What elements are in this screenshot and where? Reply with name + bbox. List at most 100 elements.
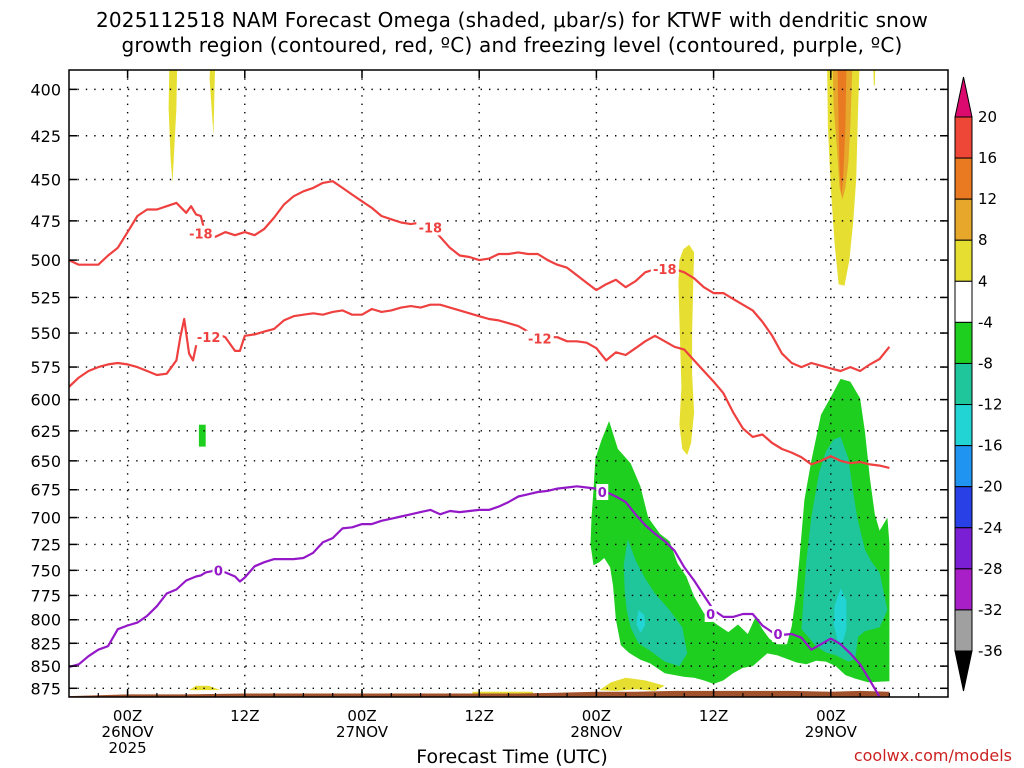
colorbar-label: -16 [978,437,1003,455]
omega-region-4 [833,588,847,644]
colorbar-label: -32 [978,601,1003,619]
colorbar-swatch [954,116,973,159]
contour-label: -12 [528,333,552,348]
omega-region-3 [636,610,646,633]
contour-label: 0 [214,564,223,579]
x-tick-label: 12Z [230,707,259,725]
contour-label-bg [650,261,679,278]
colorbar: 20 16 12 8 4 -4 -8 -12 -16 -20 -24 -28 -32 -36 [954,76,1003,692]
contour-label-bg [194,329,223,346]
axes-layer: 400 425 450 475 500 525 550 575 600 625 650 675 700 7… [30,69,949,757]
contour-line [69,180,891,373]
chart-title-line-1: 2025112518 NAM Forecast Omega (shaded, μ… [95,8,929,32]
contour-label-bg [596,484,609,501]
x-tick-label: 00Z [582,707,611,725]
colorbar-swatch [954,404,973,447]
colorbar-swatch [954,239,973,282]
colorbar-top-triangle [954,76,973,118]
omega-region-7 [209,70,215,136]
x-tick-label: 00Z [113,707,142,725]
x-axis-title: Forecast Time (UTC) [416,746,608,768]
y-tick-label: 600 [30,391,61,410]
contour-line [69,485,881,697]
contour-label-bg [416,219,445,236]
y-tick-label: 575 [30,358,61,377]
contour-label-layer: -18 -18 -18 -12 -12 0 0 0 0 [186,219,785,643]
y-tick-label: 650 [30,452,61,471]
y-tick-label: 800 [30,611,61,630]
y-tick-label: 475 [30,212,61,231]
contour-label: -18 [189,228,213,243]
x-tick-label: 12Z [465,707,494,725]
omega-region-2 [801,436,888,662]
x-tick-label: 00Z [816,707,845,725]
y-tick-label: 850 [30,657,61,676]
colorbar-label: 12 [978,190,997,208]
x-tick-label: 00Z [347,707,376,725]
contour-label: 0 [598,486,607,501]
colorbar-swatch [954,486,973,529]
y-tick-label: 775 [30,586,61,605]
colorbar-label: -4 [978,313,993,331]
colorbar-label: -36 [978,642,1003,660]
colorbar-label: -12 [978,396,1003,414]
contour-label-bg [212,562,225,579]
x-tick-date: 27NOV [336,723,389,741]
contour-label-bg [772,625,785,642]
contour-label-bg [525,330,554,347]
omega-region-5 [198,424,206,447]
chart-title-line-2: growth region (contoured, red, ºC) and f… [121,33,903,57]
y-tick-label: 400 [30,80,61,99]
omega-region-11 [837,70,847,197]
contour-label: 0 [774,628,783,643]
y-tick-label: 825 [30,634,61,653]
x-tick-label: 12Z [699,707,728,725]
colorbar-label: 8 [978,231,988,249]
colorbar-swatch [954,198,973,241]
colorbar-bottom-triangle [954,650,973,692]
colorbar-label: -20 [978,478,1003,496]
x-tick-date: 26NOV [102,723,155,741]
x-tick-date: 28NOV [570,723,623,741]
y-tick-label: 750 [30,561,61,580]
contour-label: -12 [197,331,221,346]
y-tick-label: 675 [30,481,61,500]
contour-label-bg [186,225,215,242]
y-tick-label: 625 [30,422,61,441]
contour-label: 0 [706,608,715,623]
y-tick-label: 450 [30,170,61,189]
colorbar-label: 16 [978,149,997,167]
contour-label-bg [704,605,717,622]
y-tick-label: 725 [30,535,61,554]
x-tick-year: 2025 [109,739,147,757]
colorbar-label: -24 [978,519,1003,537]
colorbar-swatch [954,321,973,364]
colorbar-swatch [954,362,973,406]
contour-layer [69,180,891,697]
y-tick-label: 425 [30,127,61,146]
colorbar-label: 4 [978,272,988,290]
y-tick-label: 500 [30,251,61,270]
y-tick-label: 700 [30,509,61,528]
omega-region-1 [623,539,688,667]
colorbar-swatch [954,445,973,488]
omega-region-6 [168,70,178,183]
y-tick-label: 875 [30,679,61,698]
y-tick-label: 525 [30,288,61,307]
omega-region-12 [873,70,876,86]
omega-region-13 [599,677,665,691]
colorbar-swatch [954,157,973,200]
colorbar-swatch [954,280,973,323]
omega-shading-layer [168,70,890,697]
x-tick-date: 29NOV [805,723,858,741]
colorbar-label: -8 [978,354,993,372]
y-tick-label: 550 [30,324,61,343]
colorbar-label: -28 [978,560,1003,578]
colorbar-swatch [954,527,973,570]
contour-label: -18 [419,221,443,236]
colorbar-label: 20 [978,108,997,126]
credit-text: coolwx.com/models [853,746,1012,765]
contour-label: -18 [653,263,677,278]
colorbar-swatch [954,609,973,652]
